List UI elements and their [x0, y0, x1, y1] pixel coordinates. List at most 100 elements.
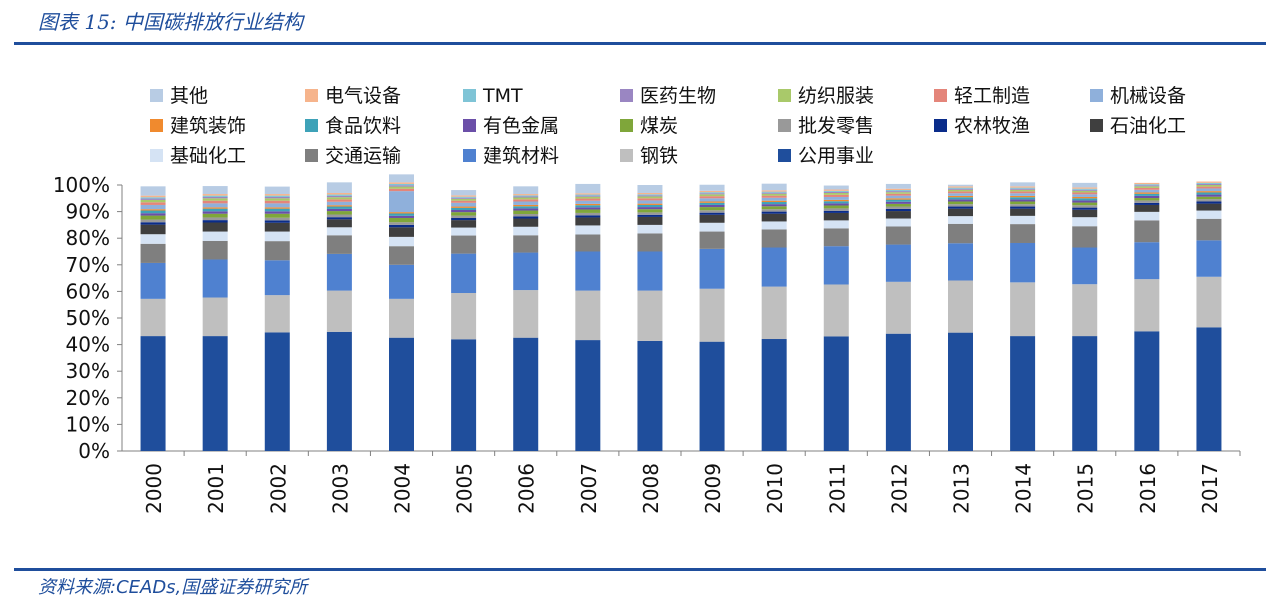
bar-segment — [1072, 190, 1098, 193]
bar-segment — [451, 206, 477, 208]
bar-segment — [637, 290, 663, 341]
bar-segment — [885, 218, 911, 227]
bar-segment — [1196, 188, 1222, 192]
bar-segment — [202, 217, 228, 221]
y-tick-label: 100% — [53, 173, 110, 197]
bar-segment — [637, 200, 663, 204]
bar-segment — [513, 235, 539, 253]
bar-segment — [699, 194, 725, 197]
bar-segment — [1010, 187, 1036, 189]
bar-segment — [202, 220, 228, 223]
bar-segment — [202, 207, 228, 209]
bar-segment — [1134, 331, 1160, 451]
bar-segment — [823, 336, 849, 451]
bar-segment — [823, 199, 849, 202]
bar-segment — [1010, 282, 1036, 337]
bar-segment — [1134, 185, 1160, 187]
bar-segment — [637, 209, 663, 213]
bar-segment — [575, 193, 601, 195]
bar-segment — [513, 290, 539, 338]
bar-segment — [699, 214, 725, 223]
bar-segment — [575, 234, 601, 252]
bar-segment — [885, 188, 911, 191]
bar-segment — [1196, 240, 1222, 277]
bar-segment — [575, 205, 601, 208]
bar-segment — [761, 339, 787, 451]
legend-label: 有色金属 — [483, 115, 559, 137]
bar-segment — [202, 231, 228, 241]
bar-segment — [326, 195, 352, 198]
bar-segment — [948, 201, 973, 205]
bar-segment — [948, 223, 973, 244]
bar-segment — [1010, 206, 1036, 209]
bar-segment — [823, 210, 849, 213]
bar-segment — [575, 340, 601, 451]
bar-segment — [885, 198, 911, 200]
x-tick-label: 2000 — [142, 463, 166, 514]
bar-segment — [637, 251, 663, 291]
bar-segment — [1072, 182, 1098, 188]
bar-segment — [948, 280, 973, 333]
bar-segment — [1010, 197, 1036, 200]
bar-segment — [389, 174, 414, 183]
bar-segment — [264, 231, 290, 242]
bar-segment — [513, 218, 539, 227]
bar-segment — [885, 195, 911, 199]
bar-segment — [948, 187, 973, 189]
bar-segment — [389, 246, 414, 265]
legend-label: 石油化工 — [1110, 115, 1186, 137]
bar-segment — [948, 189, 973, 192]
bar-segment — [264, 196, 290, 199]
legend-swatch — [305, 89, 318, 102]
bar-segment — [1196, 199, 1222, 202]
bar-segment — [513, 210, 539, 214]
bar-segment — [140, 222, 166, 225]
bar-segment — [1072, 226, 1098, 248]
bar-segment — [637, 195, 663, 197]
x-tick-label: 2010 — [763, 463, 787, 514]
bar-segment — [637, 212, 663, 215]
bar-segment — [389, 236, 414, 247]
bar-segment — [761, 191, 787, 193]
bar-segment — [513, 337, 539, 451]
bar-segment — [264, 241, 290, 261]
y-tick-label: 0% — [78, 439, 110, 463]
bar-segment — [637, 204, 663, 208]
bar-segment — [637, 224, 663, 234]
bar-segment — [637, 194, 663, 196]
bar-segment — [885, 226, 911, 245]
bar-segment — [140, 198, 166, 200]
bar-segment — [1134, 220, 1160, 243]
bar-segment — [451, 212, 477, 216]
legend-label: 医药生物 — [640, 85, 716, 107]
bar-segment — [1010, 215, 1036, 225]
bar-segment — [1196, 201, 1222, 204]
bar-segment — [761, 183, 787, 191]
bar-segment — [1134, 242, 1160, 280]
bar-segment — [1196, 181, 1222, 183]
bar-segment — [1196, 186, 1222, 189]
bar-segment — [202, 208, 228, 212]
bar-segment — [1072, 187, 1098, 189]
bar-segment — [699, 210, 725, 213]
x-tick-label: 2009 — [701, 463, 725, 514]
bar-segment — [513, 199, 539, 202]
bar-segment — [202, 186, 228, 195]
bar-segment — [1196, 182, 1222, 184]
bar-segment — [451, 200, 477, 203]
bar-segment — [575, 290, 601, 341]
bar-segment — [885, 206, 911, 209]
bar-segment — [575, 215, 601, 218]
bar-segment — [699, 193, 725, 195]
bar-segment — [885, 281, 911, 334]
bar-segment — [513, 208, 539, 211]
bar-segment — [1134, 186, 1160, 188]
legend-swatch — [463, 89, 476, 102]
bar-segment — [202, 297, 228, 337]
bottom-rule — [14, 568, 1266, 571]
bar-segment — [451, 197, 477, 199]
bar-segment — [1196, 183, 1222, 185]
axes: 0% 10%20% 30%40% 50% 60%70% 80%90% 100% 2000 200… — [53, 173, 1241, 514]
